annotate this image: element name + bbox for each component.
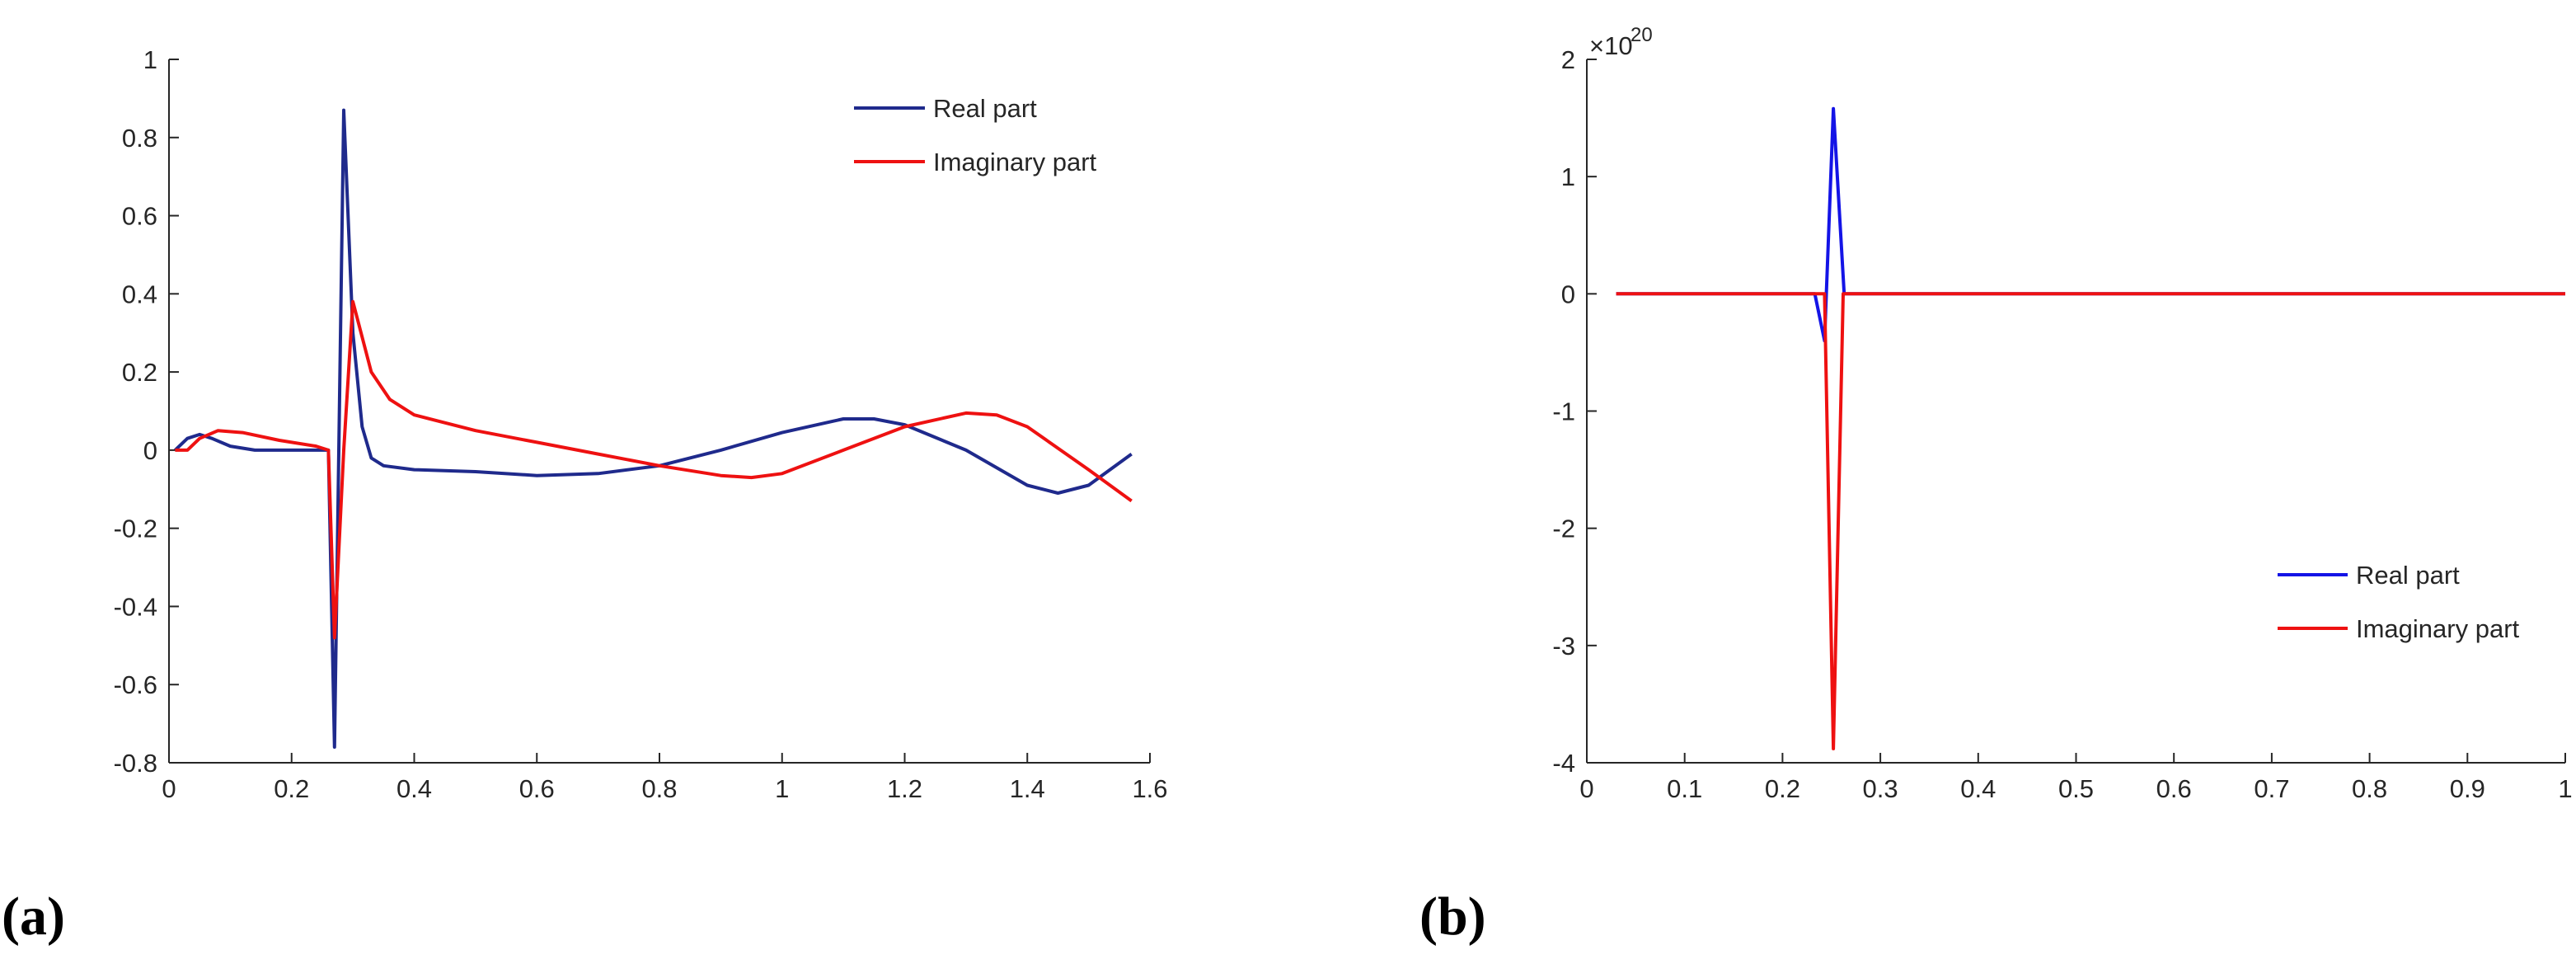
- panel-b-exponent-base: ×10: [1589, 31, 1633, 60]
- legend-label-real-part: Real part: [2356, 561, 2460, 590]
- panel-b-x-tick-label: 0.4: [1960, 774, 1996, 803]
- panel-a-y-tick-label: -0.8: [114, 749, 157, 778]
- panel-a-y-tick-label: -0.4: [114, 592, 157, 621]
- panel-b-x-tick-label: 0.3: [1863, 774, 1898, 803]
- chart-panel-b: 0 0.1 0.2 0.3 0.4 0.5 0.6 0.7 0.8 0.9 1 -4 -3 -2 -1 0 1 2…: [1419, 24, 2573, 947]
- panel-b-x-tick-label: 0.1: [1667, 774, 1702, 803]
- legend-label-real-part: Real part: [933, 94, 1037, 123]
- panel-b-y-tick-label: 1: [1561, 162, 1575, 191]
- panel-b-x-tick-label: 0: [1579, 774, 1593, 803]
- panel-b-y-tick-label: -1: [1552, 397, 1575, 426]
- panel-a-x-tick-label: 0.4: [396, 774, 432, 803]
- panel-b-y-tick-label: -4: [1552, 749, 1575, 778]
- panel-b-y-tick-label: 2: [1561, 45, 1575, 74]
- panel-a-y-tick-label: 0.6: [122, 202, 157, 231]
- panel-a-ticks: 0 0.2 0.4 0.6 0.8 1 1.2 1.4 1.6 -0.8 -0.6 -0.4 -0.2 0…: [114, 45, 1168, 803]
- panel-a-x-tick-label: 0: [162, 774, 176, 803]
- panel-a-x-tick-label: 0.2: [274, 774, 309, 803]
- panel-b-x-tick-label: 0.6: [2156, 774, 2192, 803]
- panel-a-legend: Real part Imaginary part: [854, 94, 1097, 176]
- panel-a-series-imaginary-part: [175, 299, 1133, 640]
- panel-b-legend: Real part Imaginary part: [2278, 561, 2520, 643]
- panel-b-series-imaginary-part: [1616, 292, 2565, 750]
- panel-a-y-tick-label: 0.4: [122, 280, 157, 308]
- panel-b-exponent-power: 20: [1631, 24, 1653, 46]
- panel-label-a: (a): [2, 886, 65, 947]
- panel-b-x-tick-label: 0.2: [1765, 774, 1800, 803]
- panel-b-series: [1616, 106, 2565, 750]
- panel-a-x-tick-label: 1.4: [1010, 774, 1045, 803]
- panel-a-y-tick-label: 0: [143, 436, 157, 465]
- panel-a-x-tick-label: 0.8: [641, 774, 677, 803]
- chart-panel-a: 0 0.2 0.4 0.6 0.8 1 1.2 1.4 1.6 -0.8 -0.6 -0.4 -0.2 0…: [2, 45, 1168, 947]
- panel-b-y-tick-label: -3: [1552, 632, 1575, 660]
- panel-b-x-tick-label: 1: [2558, 774, 2572, 803]
- panel-b-y-tick-label: -2: [1552, 515, 1575, 543]
- legend-label-imaginary-part: Imaginary part: [933, 148, 1097, 176]
- panel-a-x-tick-label: 1.6: [1132, 774, 1167, 803]
- panel-a-series-real-part: [174, 108, 1133, 749]
- panel-b-x-tick-label: 0.9: [2450, 774, 2485, 803]
- panel-a-x-tick-label: 1.2: [887, 774, 922, 803]
- panel-b-x-tick-label: 0.7: [2254, 774, 2289, 803]
- panel-a-y-tick-label: 0.8: [122, 124, 157, 153]
- panel-b-y-tick-label: 0: [1561, 280, 1575, 308]
- panel-label-b: (b): [1419, 886, 1486, 947]
- panel-a-y-tick-label: 0.2: [122, 358, 157, 387]
- panel-a-y-tick-label: -0.2: [114, 515, 157, 543]
- panel-b-x-tick-label: 0.5: [2058, 774, 2094, 803]
- panel-b-ticks: 0 0.1 0.2 0.3 0.4 0.5 0.6 0.7 0.8 0.9 1 -4 -3 -2 -1 0 1 2: [1552, 45, 2572, 803]
- panel-a-series: [174, 108, 1133, 749]
- panel-a-x-tick-label: 1: [775, 774, 789, 803]
- legend-label-imaginary-part: Imaginary part: [2356, 614, 2520, 643]
- panel-a-x-tick-label: 0.6: [519, 774, 555, 803]
- panel-b-x-tick-label: 0.8: [2352, 774, 2387, 803]
- panel-a-y-tick-label: -0.6: [114, 670, 157, 699]
- panel-a-y-tick-label: 1: [143, 45, 157, 74]
